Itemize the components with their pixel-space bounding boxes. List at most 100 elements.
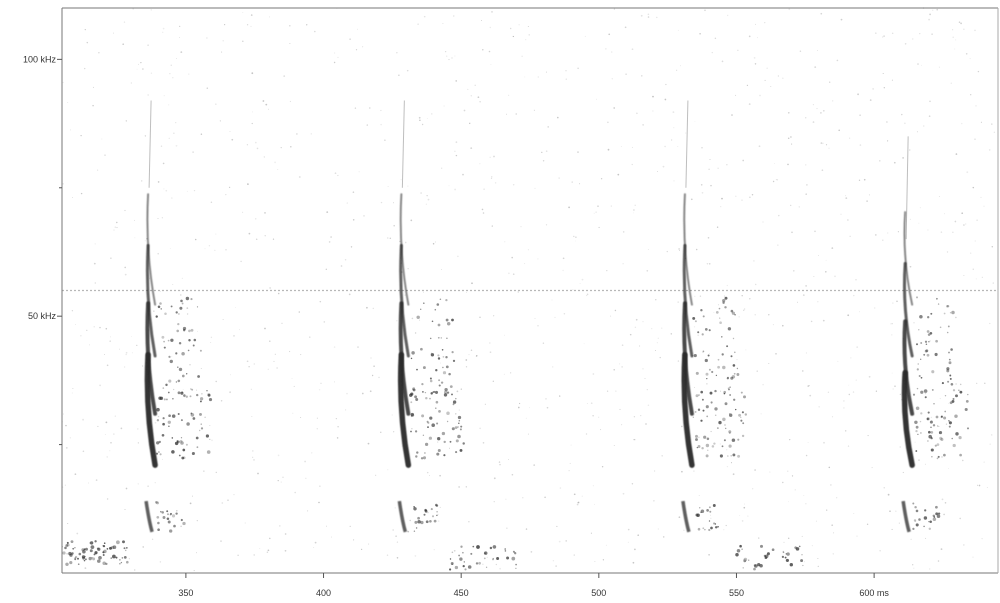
- noise-dot: [305, 477, 307, 479]
- noise-dot: [489, 351, 492, 354]
- noise-dot: [269, 537, 271, 540]
- noise-dot: [113, 433, 115, 435]
- echo-speckle: [930, 312, 933, 315]
- noise-dot: [762, 221, 764, 223]
- echo-speckle: [199, 400, 202, 403]
- noise-dot: [268, 108, 270, 110]
- noise-dot: [804, 561, 806, 563]
- echo-speckle: [177, 391, 181, 395]
- noise-dot: [191, 495, 193, 497]
- noise-dot: [832, 100, 834, 102]
- echo-speckle: [920, 412, 923, 415]
- noise-dot: [229, 391, 232, 394]
- x-tick-label: 500: [591, 588, 606, 598]
- noise-dot: [466, 292, 468, 294]
- noise-dot: [206, 87, 209, 89]
- noise-dot: [248, 232, 251, 235]
- low-noise-speckle: [74, 558, 77, 561]
- noise-dot: [575, 240, 577, 242]
- noise-dot: [685, 132, 687, 134]
- call-harmonic: [399, 244, 410, 358]
- noise-dot: [938, 425, 940, 428]
- noise-dot: [214, 103, 217, 106]
- noise-dot: [74, 473, 77, 476]
- noise-dot: [642, 368, 644, 370]
- noise-dot: [454, 55, 456, 57]
- echo-speckle: [460, 425, 463, 428]
- noise-dot: [352, 219, 355, 221]
- noise-dot: [875, 32, 877, 34]
- noise-dot: [67, 522, 69, 525]
- noise-dot: [950, 82, 952, 84]
- noise-dot: [955, 39, 957, 41]
- noise-dot: [221, 51, 223, 53]
- noise-dot: [110, 441, 112, 444]
- echo-speckle: [429, 416, 433, 420]
- low-noise-speckle: [757, 562, 761, 567]
- echo-speckle: [955, 432, 959, 436]
- noise-dot: [810, 320, 813, 323]
- low-noise-speckle: [515, 563, 517, 566]
- noise-dot: [193, 570, 195, 572]
- noise-dot: [610, 205, 612, 207]
- noise-dot: [775, 352, 777, 355]
- echo-speckle: [178, 313, 180, 315]
- noise-dot: [522, 497, 524, 499]
- echo-speckle: [944, 410, 947, 413]
- noise-dot: [482, 563, 484, 565]
- noise-dot: [163, 95, 165, 97]
- echo-speckle: [937, 455, 940, 458]
- noise-dot: [306, 24, 308, 26]
- noise-dot: [963, 275, 965, 276]
- noise-dot: [486, 556, 488, 558]
- noise-dot: [300, 416, 302, 419]
- noise-dot: [455, 80, 458, 82]
- noise-dot: [899, 446, 901, 448]
- echo-speckle: [705, 443, 710, 448]
- noise-dot: [610, 51, 613, 53]
- echo-speckle: [169, 529, 173, 533]
- noise-dot: [225, 249, 227, 251]
- noise-dot: [936, 8, 939, 11]
- echo-speckle: [436, 510, 438, 513]
- noise-dot: [713, 311, 715, 313]
- noise-dot: [821, 169, 824, 172]
- noise-dot: [409, 519, 411, 522]
- echo-speckle: [438, 384, 441, 387]
- noise-dot: [891, 372, 893, 374]
- noise-dot: [407, 268, 409, 270]
- noise-dot: [419, 119, 421, 121]
- noise-dot: [69, 437, 71, 439]
- noise-dot: [219, 120, 221, 122]
- noise-dot: [702, 351, 704, 353]
- echo-speckle: [714, 407, 718, 411]
- echo-speckle: [188, 339, 191, 342]
- low-noise-speckle: [105, 562, 108, 566]
- echo-speckle: [923, 353, 926, 356]
- noise-dot: [277, 454, 280, 457]
- noise-dot: [524, 263, 526, 265]
- low-noise-speckle: [786, 552, 790, 556]
- noise-dot: [924, 537, 927, 539]
- echo-speckle: [695, 394, 699, 398]
- echo-speckle: [912, 502, 915, 505]
- noise-dot: [325, 525, 328, 527]
- echo-speckle: [185, 443, 188, 446]
- echo-speckle: [452, 400, 457, 404]
- noise-dot: [927, 229, 929, 231]
- echo-speckle: [455, 451, 458, 454]
- noise-dot: [919, 207, 921, 209]
- noise-dot: [874, 234, 877, 236]
- noise-dot: [394, 507, 396, 509]
- noise-dot: [798, 206, 800, 208]
- noise-dot: [886, 121, 888, 123]
- noise-dot: [220, 399, 223, 402]
- noise-dot: [590, 402, 593, 405]
- low-noise-speckle: [94, 551, 98, 555]
- noise-dot: [883, 487, 885, 489]
- noise-dot: [597, 205, 599, 207]
- noise-dot: [369, 390, 372, 393]
- echo-speckle: [434, 390, 439, 394]
- noise-dot: [970, 252, 972, 254]
